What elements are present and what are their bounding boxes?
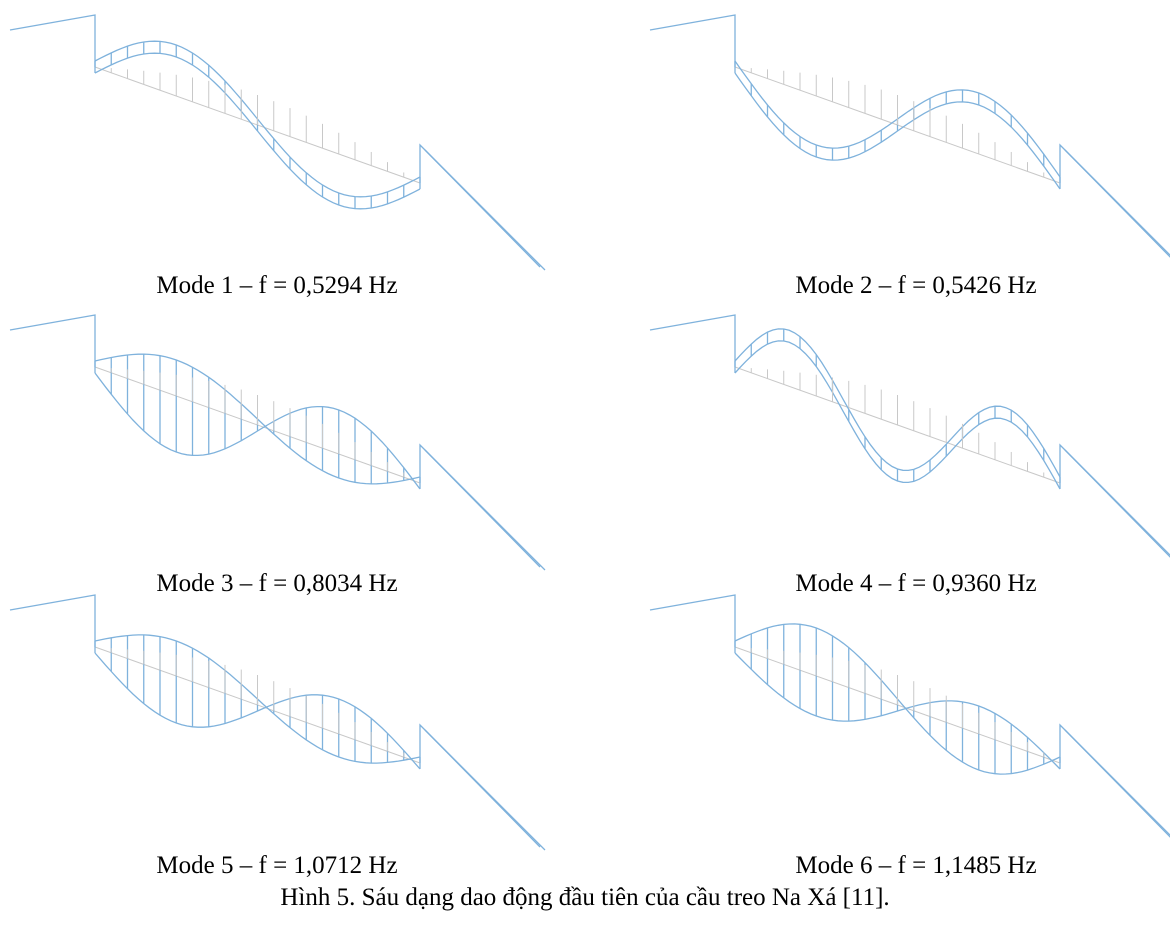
- mode-label: Mode 2 – f = 0,5426 Hz: [795, 272, 1036, 300]
- right-ramp: [1065, 730, 1170, 847]
- left-approach: [650, 315, 735, 367]
- figure-drawings: [0, 0, 1170, 940]
- mode-label: Mode 3 – f = 0,8034 Hz: [156, 570, 397, 598]
- mode-label: Mode 4 – f = 0,9360 Hz: [795, 570, 1036, 598]
- left-approach: [650, 595, 735, 647]
- mode-label: Mode 1 – f = 0,5294 Hz: [156, 272, 397, 300]
- right-approach: [1060, 145, 1170, 270]
- mode-label: Mode 6 – f = 1,1485 Hz: [795, 852, 1036, 880]
- right-ramp: [425, 450, 540, 567]
- right-ramp: [425, 150, 540, 267]
- figure-page: Hình 5. Sáu dạng dao động đầu tiên của c…: [0, 0, 1170, 940]
- bridge-drawing: [650, 15, 1170, 270]
- right-ramp: [1065, 150, 1170, 267]
- bridge-drawing: [10, 315, 545, 570]
- bridge-drawing: [10, 15, 545, 270]
- bridge-drawing: [10, 595, 545, 850]
- left-approach: [10, 15, 95, 67]
- bridge-drawing: [650, 595, 1170, 850]
- right-ramp: [425, 730, 540, 847]
- right-ramp: [1065, 450, 1170, 567]
- bridge-drawing: [650, 315, 1170, 570]
- figure-caption: Hình 5. Sáu dạng dao động đầu tiên của c…: [280, 884, 889, 912]
- left-approach: [10, 595, 95, 647]
- left-approach: [10, 315, 95, 367]
- right-approach: [1060, 445, 1170, 570]
- right-approach: [1060, 725, 1170, 850]
- mode-label: Mode 5 – f = 1,0712 Hz: [156, 852, 397, 880]
- left-approach: [650, 15, 735, 67]
